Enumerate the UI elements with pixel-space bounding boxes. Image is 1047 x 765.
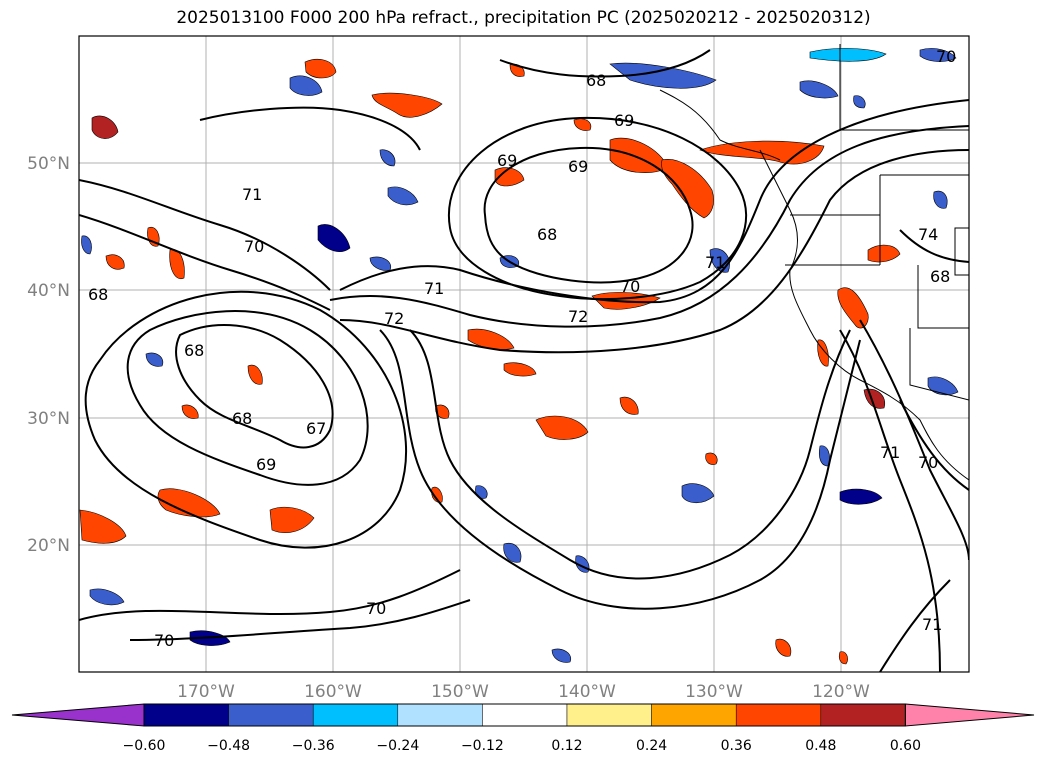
contour-label: 69 xyxy=(568,157,588,176)
contour-label: 71 xyxy=(242,185,262,204)
contour-labels: 68 69 68 69 70 71 72 71 70 68 69 68 67 6… xyxy=(88,47,956,650)
colorbar-tick-label: 0.12 xyxy=(551,738,582,754)
contour-label: 72 xyxy=(384,309,404,328)
colorbar-segment xyxy=(735,703,822,727)
lon-label: 160°W xyxy=(304,682,362,702)
contour-label: 69 xyxy=(497,151,517,170)
contour-label: 68 xyxy=(586,71,606,90)
lat-label: 20°N xyxy=(27,536,70,556)
contour-label: 68 xyxy=(537,225,557,244)
contour-label: 70 xyxy=(620,277,640,296)
lon-label: 170°W xyxy=(177,682,235,702)
contour-label: 71 xyxy=(880,443,900,462)
precip-negative-areas xyxy=(81,48,959,663)
coastlines xyxy=(659,44,969,481)
colorbar: −0.60 −0.48 −0.36 −0.24 −0.12 0.12 0.24 … xyxy=(11,703,1035,754)
colorbar-segment xyxy=(566,703,652,727)
colorbar-tick-label: −0.36 xyxy=(292,738,335,754)
latitude-labels: 50°N 40°N 30°N 20°N xyxy=(27,154,70,556)
lat-label: 50°N xyxy=(27,154,70,174)
colorbar-tick-label: 0.60 xyxy=(890,738,921,754)
lon-label: 120°W xyxy=(812,682,870,702)
colorbar-segment xyxy=(820,703,906,727)
colorbar-tick-label: −0.60 xyxy=(123,738,166,754)
map-frame xyxy=(78,35,970,673)
contour-label: 70 xyxy=(918,453,938,472)
lat-label: 30°N xyxy=(27,409,70,429)
lon-label: 140°W xyxy=(558,682,616,702)
contour-label: 71 xyxy=(922,615,942,634)
contour-label: 69 xyxy=(614,111,634,130)
contour-label: 71 xyxy=(424,279,444,298)
contour-label: 70 xyxy=(366,599,386,618)
contour-label: 74 xyxy=(918,225,938,244)
contour-label: 68 xyxy=(88,285,108,304)
contour-label: 70 xyxy=(936,47,956,66)
colorbar-segment xyxy=(228,703,314,727)
colorbar-min-extend xyxy=(11,703,145,727)
contour-label: 67 xyxy=(306,419,326,438)
colorbar-tick-labels: −0.60 −0.48 −0.36 −0.24 −0.12 0.12 0.24 … xyxy=(123,738,921,754)
map-plot-area: 68 69 68 69 70 71 72 71 70 68 69 68 67 6… xyxy=(79,36,969,672)
contour-label: 72 xyxy=(568,307,588,326)
colorbar-tick-label: 0.24 xyxy=(636,738,667,754)
contour-label: 68 xyxy=(930,267,950,286)
contour-label: 71 xyxy=(705,253,725,272)
colorbar-tick-label: −0.12 xyxy=(461,738,504,754)
contour-label: 69 xyxy=(256,455,276,474)
colorbar-tick-label: −0.48 xyxy=(207,738,250,754)
colorbar-segment xyxy=(651,703,737,727)
longitude-labels: 170°W 160°W 150°W 140°W 130°W 120°W xyxy=(177,682,870,702)
lat-label: 40°N xyxy=(27,281,70,301)
colorbar-tick-label: −0.24 xyxy=(376,738,419,754)
contour-label: 68 xyxy=(232,409,252,428)
colorbar-max-extend xyxy=(904,703,1035,727)
colorbar-segment xyxy=(397,703,483,727)
colorbar-segment xyxy=(312,703,399,727)
precip-positive-areas xyxy=(79,59,901,665)
colorbar-segment xyxy=(482,703,568,727)
colorbar-tick-label: 0.48 xyxy=(805,738,836,754)
colorbar-segment xyxy=(143,703,229,727)
map-title: 2025013100 F000 200 hPa refract., precip… xyxy=(176,8,871,28)
lon-label: 150°W xyxy=(431,682,489,702)
lon-label: 130°W xyxy=(685,682,743,702)
contour-label: 70 xyxy=(244,237,264,256)
colorbar-tick-label: 0.36 xyxy=(721,738,752,754)
contour-label: 70 xyxy=(154,631,174,650)
refractivity-contours xyxy=(79,49,969,672)
contour-label: 68 xyxy=(184,341,204,360)
